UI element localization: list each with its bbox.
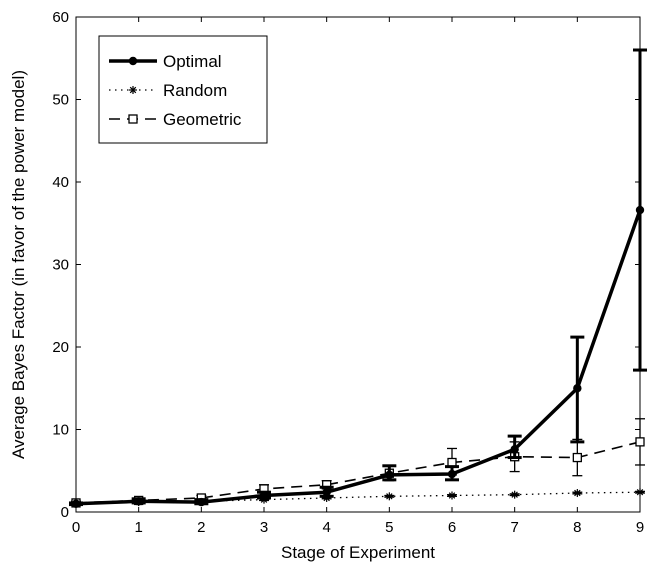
y-tick-label: 10 xyxy=(52,422,69,439)
y-tick-label: 0 xyxy=(61,504,69,521)
legend-item-random: Random xyxy=(109,81,227,100)
series-optimal xyxy=(69,48,647,508)
y-tick-label: 50 xyxy=(52,92,69,109)
data-point xyxy=(259,491,269,500)
data-point xyxy=(573,489,582,498)
legend-marker xyxy=(128,56,138,66)
data-point xyxy=(447,469,457,479)
data-point xyxy=(385,470,394,480)
series-line xyxy=(75,441,641,504)
x-tick-label: 1 xyxy=(134,519,142,536)
series-line xyxy=(75,491,641,505)
data-point xyxy=(197,497,206,507)
y-tick-label: 20 xyxy=(52,339,69,356)
y-tick-label: 30 xyxy=(52,257,69,274)
data-point xyxy=(385,492,394,501)
legend-label: Geometric xyxy=(163,110,242,129)
data-point xyxy=(635,205,645,215)
y-tick-label: 60 xyxy=(52,9,69,26)
series-line xyxy=(75,209,642,506)
data-point xyxy=(572,452,582,463)
axis-ticks: 0 1 2 3 4 5 6 7 8 9 0 10 20 30 40 50 60 xyxy=(52,9,644,536)
legend-label: Random xyxy=(163,81,227,100)
x-tick-label: 7 xyxy=(510,519,518,536)
series-layer xyxy=(69,48,647,508)
y-tick-label: 40 xyxy=(52,174,69,191)
data-point xyxy=(134,497,143,506)
x-tick-label: 3 xyxy=(260,519,268,536)
data-point xyxy=(573,384,582,393)
data-point xyxy=(635,437,645,447)
data-point xyxy=(448,491,456,500)
legend-item-geometric: Geometric xyxy=(109,110,242,129)
data-point xyxy=(636,488,644,497)
data-point xyxy=(510,445,519,454)
legend: Optimal Random Geometric xyxy=(98,35,268,144)
x-tick-label: 9 xyxy=(636,519,644,536)
data-point xyxy=(510,490,519,499)
x-tick-label: 8 xyxy=(573,519,581,536)
data-point xyxy=(322,488,331,497)
legend-item-optimal: Optimal xyxy=(109,52,222,71)
y-axis-label: Average Bayes Factor (in favor of the po… xyxy=(9,70,28,459)
legend-marker xyxy=(128,114,138,124)
data-point xyxy=(71,499,81,508)
x-axis-label: Stage of Experiment xyxy=(281,543,435,562)
legend-marker xyxy=(129,86,137,94)
legend-label: Optimal xyxy=(163,52,222,71)
x-tick-label: 2 xyxy=(197,519,205,536)
x-tick-label: 5 xyxy=(385,519,393,536)
x-tick-label: 6 xyxy=(448,519,456,536)
x-tick-label: 0 xyxy=(72,519,80,536)
x-tick-label: 4 xyxy=(322,519,330,536)
